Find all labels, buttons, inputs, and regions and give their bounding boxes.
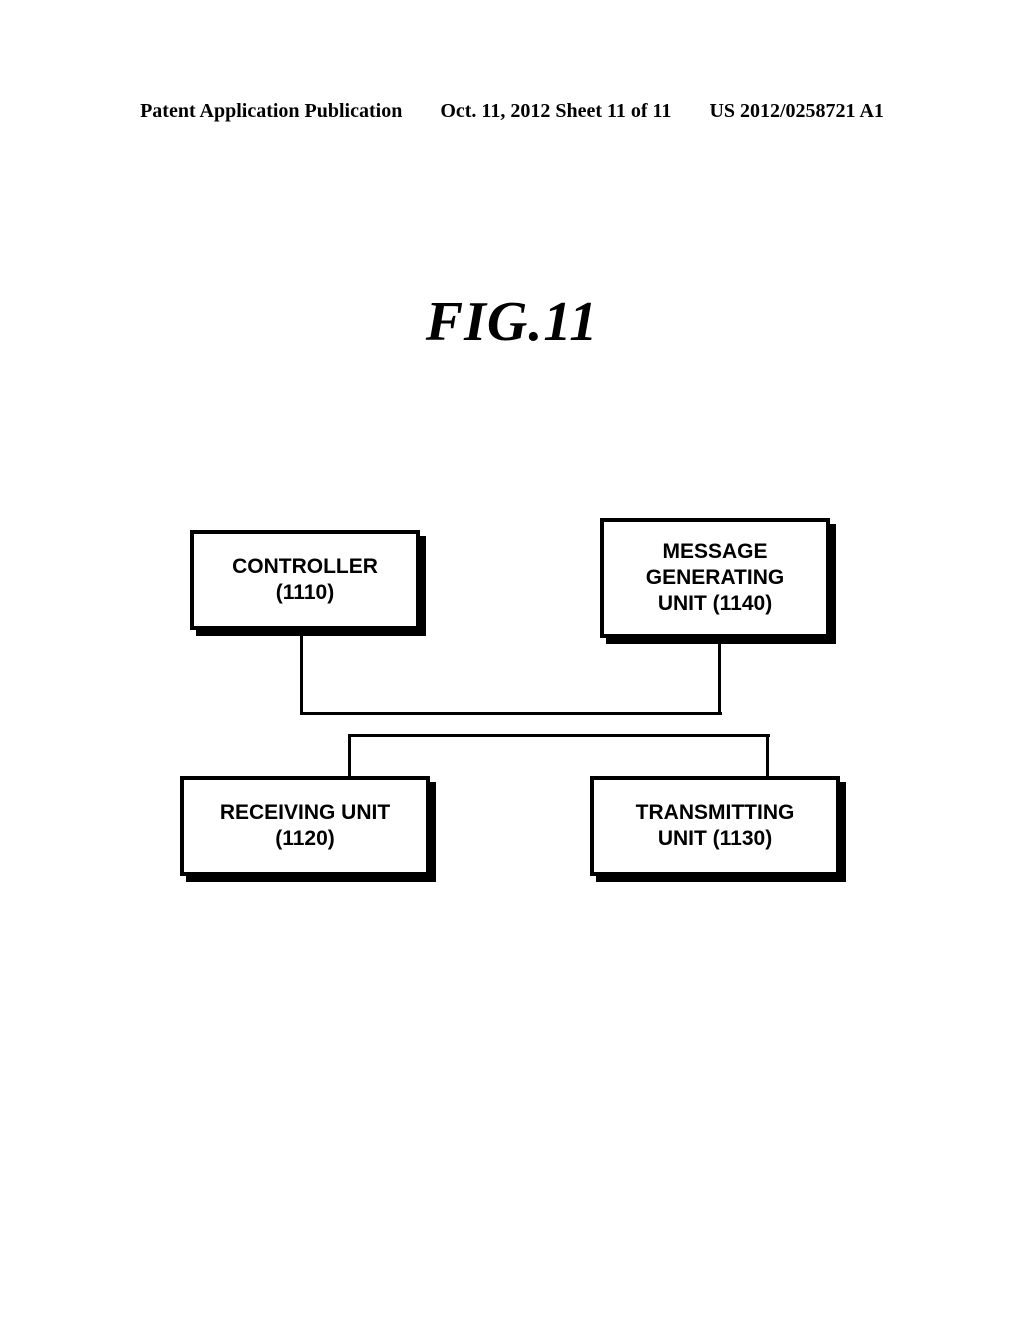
connector-bus-top — [300, 712, 722, 715]
block-label-line: CONTROLLER — [232, 554, 378, 580]
block-label-line: UNIT (1130) — [658, 826, 772, 852]
block-diagram: CONTROLLER(1110)MESSAGEGENERATINGUNIT (1… — [190, 530, 850, 900]
block-label-line: (1110) — [276, 580, 334, 606]
connector-controller-down — [300, 634, 303, 712]
block-message-generating-unit: MESSAGEGENERATINGUNIT (1140) — [600, 518, 830, 638]
connector-bus-bottom — [348, 734, 770, 737]
block-label-line: TRANSMITTING — [636, 800, 795, 826]
block-label-line: MESSAGE — [662, 539, 767, 565]
block-controller: CONTROLLER(1110) — [190, 530, 420, 630]
block-label-line: GENERATING — [646, 565, 784, 591]
page-header: Patent Application Publication Oct. 11, … — [0, 100, 1024, 123]
connector-msg-down — [718, 642, 721, 712]
block-receiving-unit: RECEIVING UNIT(1120) — [180, 776, 430, 876]
connector-recv-up — [348, 734, 351, 776]
header-center: Oct. 11, 2012 Sheet 11 of 11 — [440, 100, 671, 123]
block-label-line: RECEIVING UNIT — [220, 800, 390, 826]
connector-trans-up — [766, 734, 769, 776]
block-transmitting-unit: TRANSMITTINGUNIT (1130) — [590, 776, 840, 876]
block-label-line: (1120) — [275, 826, 335, 852]
figure-title: FIG.11 — [0, 290, 1024, 354]
header-right: US 2012/0258721 A1 — [709, 100, 883, 123]
header-left: Patent Application Publication — [140, 100, 402, 123]
block-label-line: UNIT (1140) — [658, 591, 772, 617]
